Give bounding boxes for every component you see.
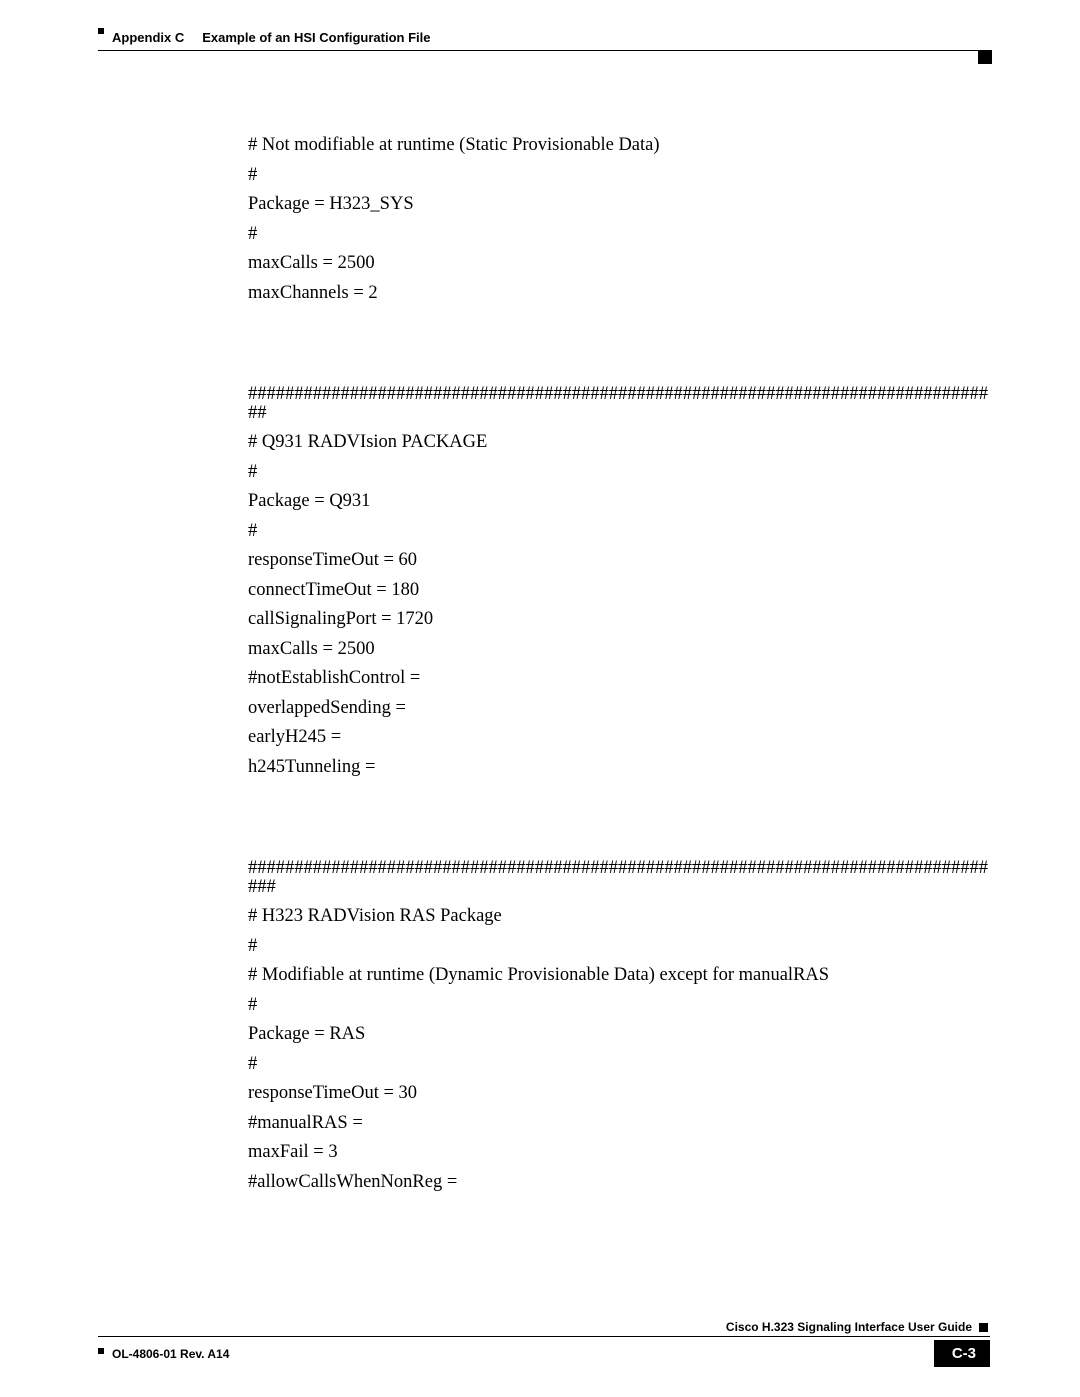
footer-guide-square-icon <box>979 1323 988 1332</box>
config-line: overlappedSending = <box>248 699 990 718</box>
doc-rev-text: OL-4806-01 Rev. A14 <box>112 1347 229 1361</box>
config-line: Package = RAS <box>248 1025 990 1044</box>
config-line: # Modifiable at runtime (Dynamic Provisi… <box>248 966 990 985</box>
config-line: Package = H323_SYS <box>248 195 990 214</box>
config-line: # <box>248 996 990 1015</box>
config-line: responseTimeOut = 60 <box>248 551 990 570</box>
config-line: responseTimeOut = 30 <box>248 1084 990 1103</box>
appendix-label: Appendix C <box>112 30 184 45</box>
appendix-title: Example of an HSI Configuration File <box>202 30 430 45</box>
header-tick-icon <box>98 28 104 34</box>
config-line: # <box>248 1055 990 1074</box>
config-line: # Q931 RADVIsion PACKAGE <box>248 433 990 452</box>
config-line: ## <box>248 404 990 423</box>
config-line: h245Tunneling = <box>248 758 990 777</box>
config-line: callSignalingPort = 1720 <box>248 610 990 629</box>
config-line: # <box>248 166 990 185</box>
config-line: # Not modifiable at runtime (Static Prov… <box>248 136 990 155</box>
config-line: #allowCallsWhenNonReg = <box>248 1173 990 1192</box>
config-line: ########################################… <box>248 385 990 404</box>
header-appendix: Appendix C Example of an HSI Configuratio… <box>98 30 430 45</box>
footer-doc-rev: OL-4806-01 Rev. A14 <box>98 1347 229 1361</box>
config-line: #notEstablishControl = <box>248 669 990 688</box>
config-line: maxCalls = 2500 <box>248 254 990 273</box>
config-line: earlyH245 = <box>248 728 990 747</box>
config-line: connectTimeOut = 180 <box>248 581 990 600</box>
config-line: ########################################… <box>248 859 990 878</box>
header-end-square-icon <box>978 50 992 64</box>
footer-tick-icon <box>98 1348 104 1354</box>
config-line: # <box>248 463 990 482</box>
config-line: ### <box>248 878 990 897</box>
config-line: # <box>248 225 990 244</box>
config-line: maxChannels = 2 <box>248 284 990 303</box>
footer-divider <box>98 1336 990 1337</box>
config-content: # Not modifiable at runtime (Static Prov… <box>248 136 990 1191</box>
footer-guide-title: Cisco H.323 Signaling Interface User Gui… <box>98 1320 990 1334</box>
config-line: Package = Q931 <box>248 492 990 511</box>
page-header: Appendix C Example of an HSI Configuratio… <box>98 30 990 51</box>
config-line: #manualRAS = <box>248 1114 990 1133</box>
config-line: # <box>248 522 990 541</box>
config-line: # H323 RADVision RAS Package <box>248 907 990 926</box>
config-line: maxFail = 3 <box>248 1143 990 1162</box>
config-line: maxCalls = 2500 <box>248 640 990 659</box>
page-number-badge: C-3 <box>934 1340 990 1367</box>
config-line: # <box>248 937 990 956</box>
page-footer: Cisco H.323 Signaling Interface User Gui… <box>98 1320 990 1367</box>
